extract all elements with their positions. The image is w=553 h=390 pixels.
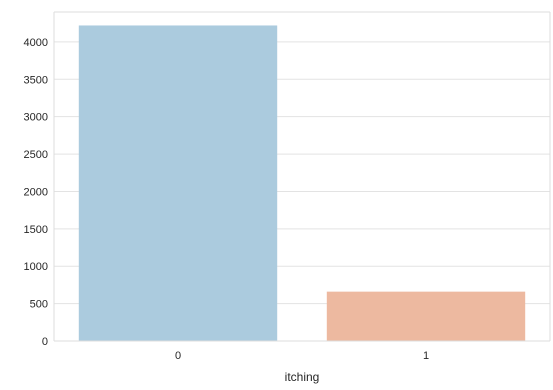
y-tick-label: 3000: [24, 112, 48, 124]
x-tick-label: 0: [175, 350, 181, 362]
y-tick-label: 3500: [24, 74, 48, 86]
y-tick-label: 2500: [24, 149, 48, 161]
axes: [53, 11, 551, 342]
x-axis-label: itching: [285, 370, 320, 384]
y-tick-label: 4000: [24, 37, 48, 49]
bar-0: [78, 25, 278, 341]
y-tick-labels: 0 500 1000 1500 2000 2500 3000 3500 4000: [24, 37, 48, 348]
y-tick-label: 500: [30, 299, 48, 311]
y-tick-label: 0: [42, 336, 48, 348]
y-tick-label: 2000: [24, 186, 48, 198]
y-tick-label: 1500: [24, 224, 48, 236]
x-tick-label: 1: [423, 350, 429, 362]
bars: [78, 25, 526, 341]
bar-1: [326, 291, 526, 341]
y-tick-label: 1000: [24, 261, 48, 273]
